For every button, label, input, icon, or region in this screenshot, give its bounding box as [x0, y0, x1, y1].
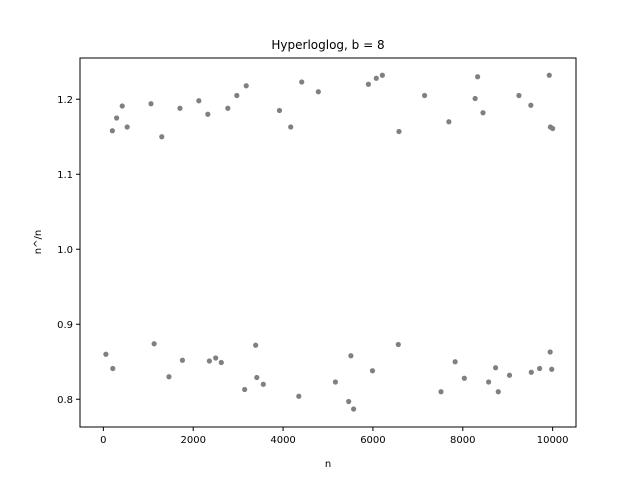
data-point [288, 124, 294, 130]
data-point [254, 374, 260, 381]
chart-title: Hyperloglog, b = 8 [271, 38, 384, 52]
data-point [516, 92, 522, 99]
y-tick-label: 1.2 [57, 95, 73, 106]
data-point [452, 359, 458, 365]
x-axis-label: n [325, 459, 331, 470]
data-point [461, 375, 467, 381]
data-point [348, 353, 354, 359]
y-tick-label: 1.0 [57, 245, 73, 256]
y-tick-label: 1.1 [57, 170, 73, 181]
data-point [213, 355, 219, 361]
plot-area [80, 58, 576, 427]
data-point [528, 369, 534, 375]
data-point [166, 374, 172, 380]
data-point [369, 368, 376, 374]
data-point [547, 349, 553, 355]
plot-frame [79, 57, 577, 428]
data-point [438, 389, 444, 395]
data-point [446, 119, 452, 125]
data-point [159, 134, 165, 140]
data-point [475, 74, 481, 80]
data-point [225, 105, 231, 111]
y-axis-label: n^/n [33, 230, 44, 254]
x-axis-ticks: 0 2000 4000 6000 8000 10000 [100, 427, 569, 446]
x-tick-label: 4000 [270, 435, 295, 446]
data-point [253, 342, 259, 348]
x-tick-label: 2000 [180, 435, 205, 446]
data-point [299, 79, 305, 85]
data-point [492, 365, 499, 371]
data-point [114, 115, 120, 121]
data-point [218, 359, 224, 366]
data-point [546, 72, 552, 78]
x-tick-label: 6000 [360, 435, 385, 446]
data-point [421, 92, 428, 99]
data-point [124, 124, 130, 130]
data-point [177, 105, 183, 111]
data-point [103, 351, 109, 357]
y-tick-label: 0.9 [57, 320, 73, 331]
data-point [205, 111, 211, 117]
plot-background [80, 58, 576, 427]
data-point [373, 75, 379, 81]
x-tick-label: 0 [100, 435, 106, 446]
data-point [148, 101, 154, 107]
data-point [332, 379, 339, 385]
data-point [315, 89, 321, 95]
data-point [549, 366, 555, 372]
data-point [110, 365, 116, 372]
data-point [151, 341, 157, 347]
data-point [242, 386, 248, 393]
data-point [365, 81, 372, 87]
data-point [296, 393, 302, 399]
data-point [395, 341, 401, 348]
data-point [206, 358, 212, 364]
data-point [351, 406, 357, 412]
x-tick-label: 8000 [450, 435, 475, 446]
data-point [243, 83, 249, 89]
data-point [234, 92, 240, 99]
data-point [196, 98, 202, 104]
data-point [472, 95, 478, 102]
y-axis-ticks: 0.8 0.9 1.0 1.1 1.2 [57, 95, 80, 406]
data-point [179, 357, 186, 363]
data-point [486, 379, 492, 385]
data-point [495, 389, 501, 395]
data-point [346, 398, 352, 405]
data-point [379, 72, 385, 78]
data-point [109, 128, 115, 134]
x-tick-label: 10000 [537, 435, 569, 446]
data-point [550, 125, 556, 132]
y-tick-label: 0.8 [57, 395, 73, 406]
data-point [396, 128, 402, 135]
data-point [537, 365, 543, 372]
data-point [506, 372, 513, 378]
data-point [119, 103, 125, 109]
data-point [276, 107, 283, 114]
data-point [260, 381, 266, 387]
data-points [103, 72, 556, 412]
data-point [480, 110, 486, 116]
data-point [528, 102, 534, 108]
